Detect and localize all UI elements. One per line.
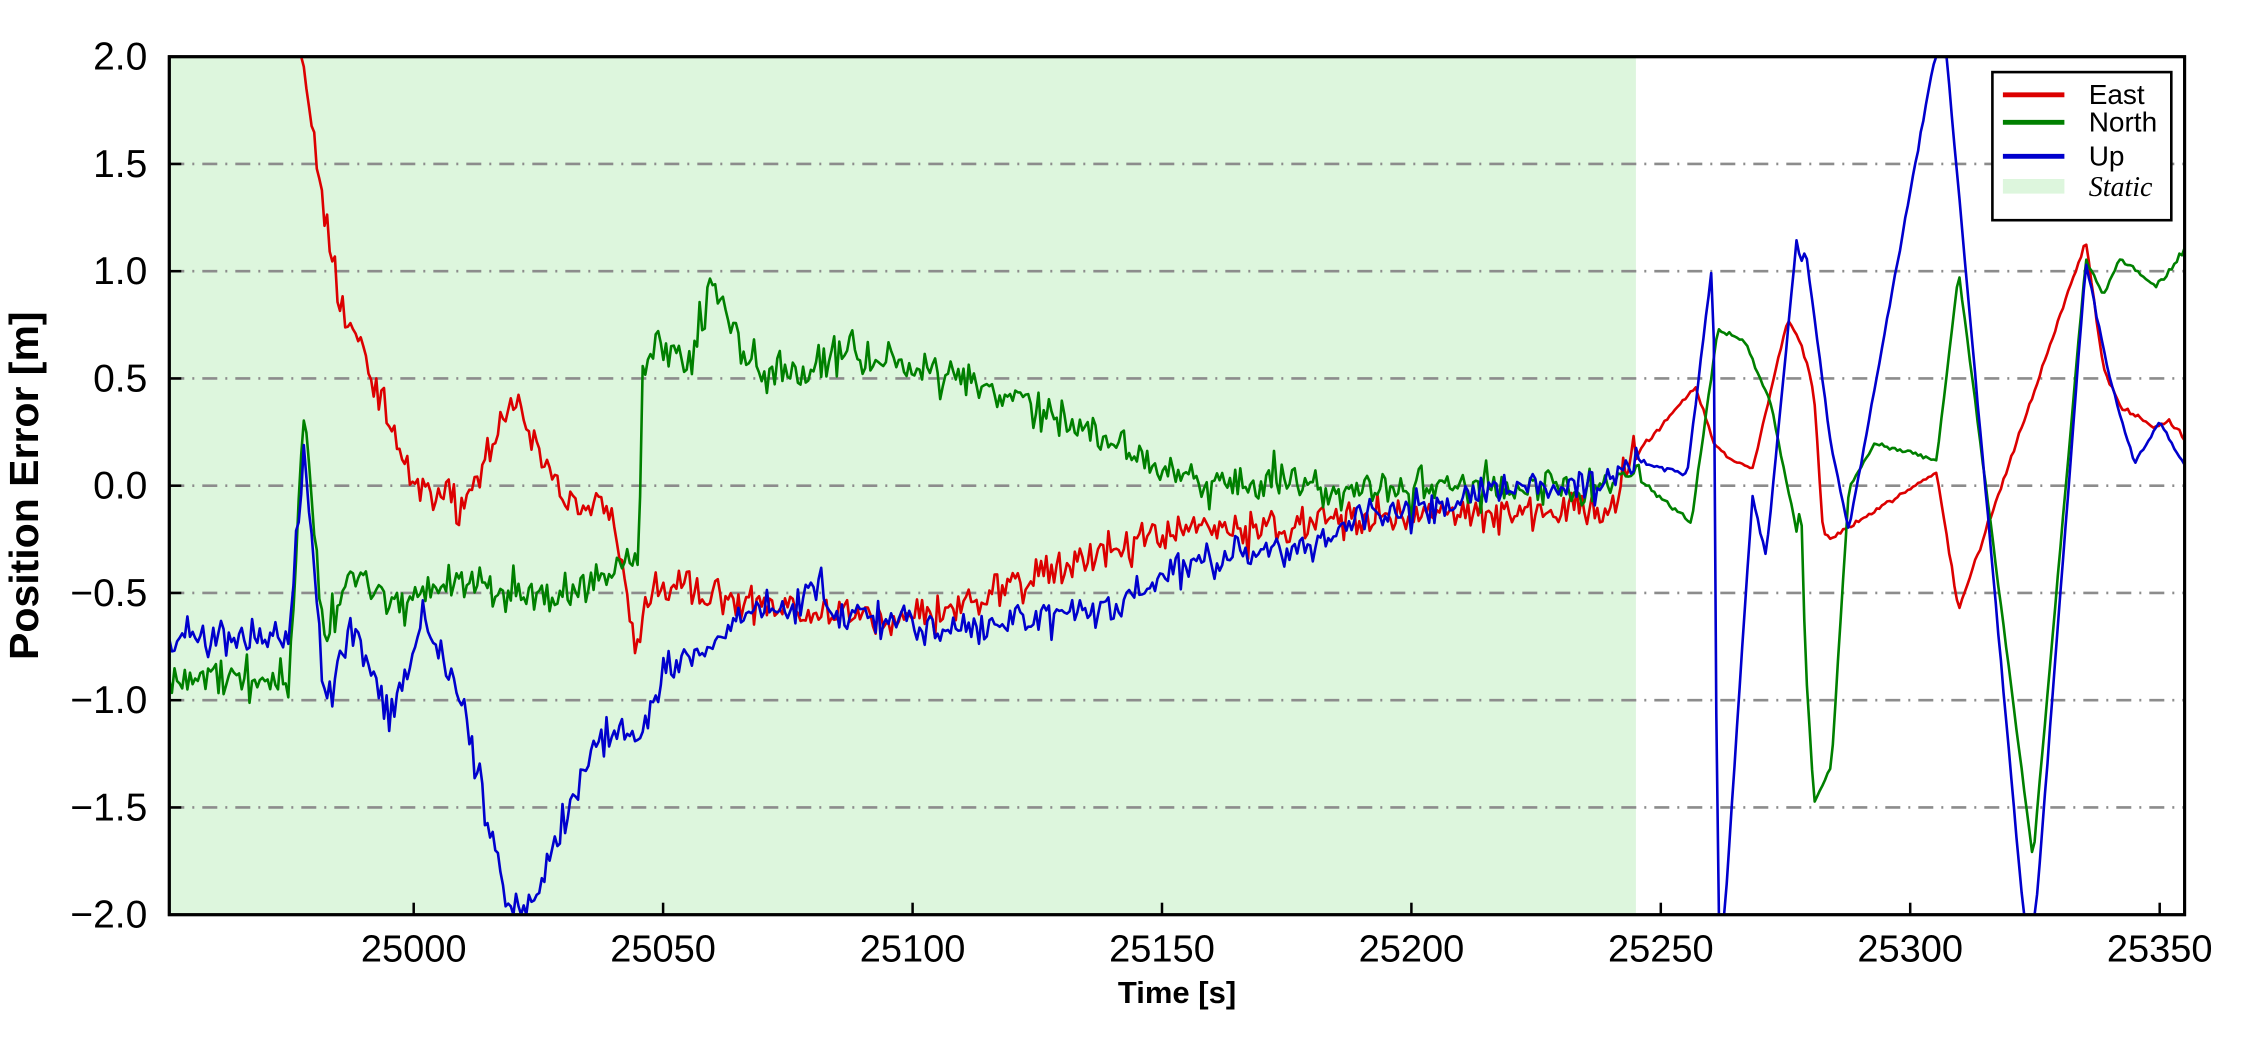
svg-text:Static: Static [2089,172,2153,203]
svg-text:2.0: 2.0 [93,36,147,79]
svg-text:−0.5: −0.5 [70,572,147,615]
svg-text:25250: 25250 [1608,929,1714,971]
svg-text:25100: 25100 [860,929,966,971]
svg-text:East: East [2089,79,2145,110]
svg-text:25200: 25200 [1359,929,1465,971]
svg-text:−1.5: −1.5 [70,787,147,830]
svg-text:1.5: 1.5 [93,143,147,186]
svg-text:Position Error [m]: Position Error [m] [1,311,47,660]
svg-text:−2.0: −2.0 [70,894,147,937]
svg-text:North: North [2089,107,2157,138]
svg-text:Time [s]: Time [s] [1118,975,1236,1010]
svg-text:25150: 25150 [1109,929,1215,971]
svg-text:0.0: 0.0 [93,465,147,508]
svg-text:25300: 25300 [1857,929,1963,971]
svg-text:25350: 25350 [2107,929,2213,971]
svg-text:25050: 25050 [610,929,716,971]
svg-text:−1.0: −1.0 [70,679,147,722]
svg-text:1.0: 1.0 [93,250,147,293]
svg-text:0.5: 0.5 [93,357,147,400]
svg-text:25000: 25000 [361,929,467,971]
svg-text:Up: Up [2089,141,2125,172]
